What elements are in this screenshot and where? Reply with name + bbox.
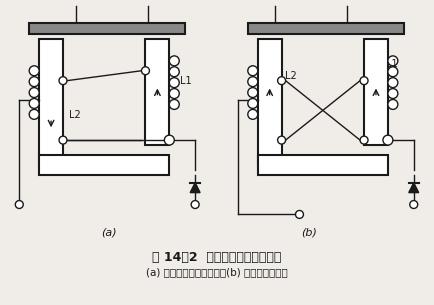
Text: (a) 线圈的极性接线正确；(b) 线圈的极性接错: (a) 线圈的极性接线正确；(b) 线圈的极性接错 <box>146 267 287 277</box>
Circle shape <box>247 99 257 108</box>
Circle shape <box>15 201 23 209</box>
Circle shape <box>164 135 174 145</box>
Text: L2: L2 <box>69 110 81 120</box>
Circle shape <box>295 210 303 218</box>
Circle shape <box>191 201 199 209</box>
Circle shape <box>387 99 397 109</box>
Circle shape <box>247 88 257 98</box>
Bar <box>363 39 387 145</box>
Circle shape <box>409 201 417 209</box>
Circle shape <box>277 77 285 84</box>
Circle shape <box>169 56 179 66</box>
Circle shape <box>169 88 179 99</box>
Bar <box>29 23 185 34</box>
Bar <box>145 39 169 145</box>
Polygon shape <box>190 183 200 193</box>
Circle shape <box>29 66 39 76</box>
Circle shape <box>59 136 67 144</box>
Circle shape <box>247 77 257 87</box>
Circle shape <box>387 67 397 77</box>
Circle shape <box>387 88 397 99</box>
Circle shape <box>141 67 149 75</box>
Circle shape <box>169 67 179 77</box>
Circle shape <box>387 78 397 88</box>
Circle shape <box>29 99 39 108</box>
Text: L2: L2 <box>284 71 296 81</box>
Bar <box>257 155 387 175</box>
Bar <box>39 39 63 165</box>
Circle shape <box>29 109 39 119</box>
Text: L1: L1 <box>180 76 191 86</box>
Circle shape <box>169 99 179 109</box>
Circle shape <box>247 66 257 76</box>
Text: (b): (b) <box>301 227 317 237</box>
Circle shape <box>29 77 39 87</box>
Polygon shape <box>408 183 418 193</box>
Circle shape <box>169 78 179 88</box>
Circle shape <box>359 77 367 84</box>
Circle shape <box>382 135 392 145</box>
Bar <box>257 39 281 165</box>
Circle shape <box>387 56 397 66</box>
Circle shape <box>59 77 67 84</box>
Bar <box>247 23 403 34</box>
Circle shape <box>359 136 367 144</box>
Text: 图 14－2  振动给料机结构示意图: 图 14－2 振动给料机结构示意图 <box>152 251 281 264</box>
Circle shape <box>277 136 285 144</box>
Text: (a): (a) <box>101 227 116 237</box>
Bar <box>39 155 169 175</box>
Circle shape <box>247 109 257 119</box>
Circle shape <box>29 88 39 98</box>
Text: L1: L1 <box>385 59 397 69</box>
